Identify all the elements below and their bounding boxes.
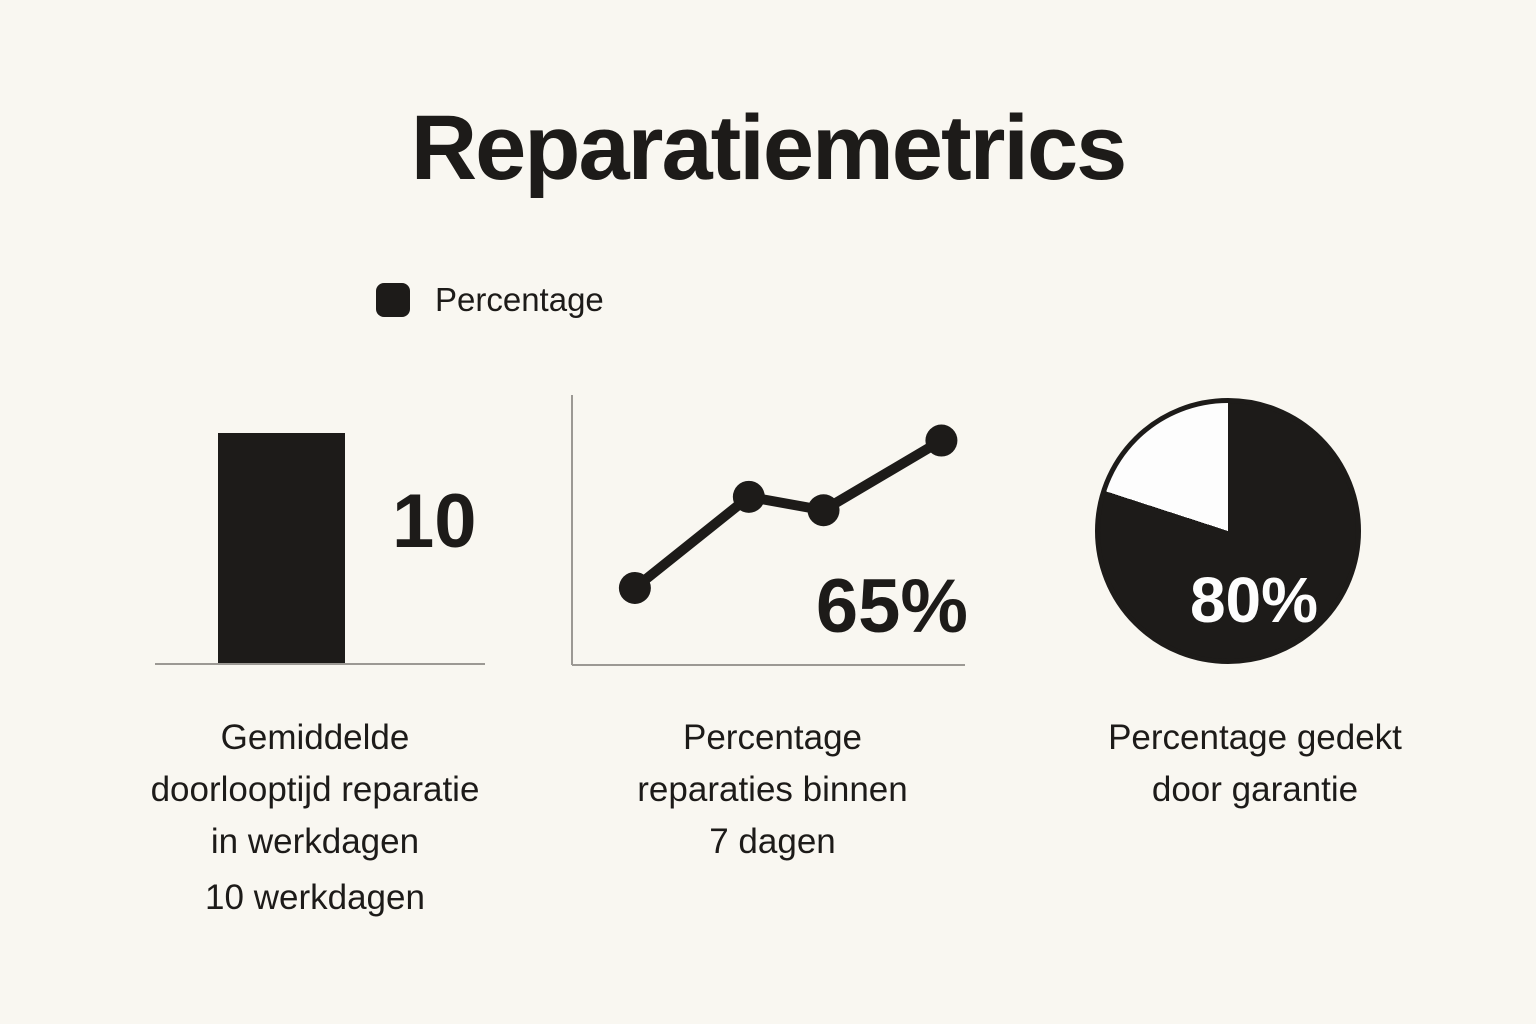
pie-chart-caption: Percentage gedekt door garantie (1108, 718, 1402, 809)
pie-chart-value-label: 80% (1189, 564, 1319, 637)
bar-chart-caption: Gemiddelde doorlooptijd reparatie in wer… (150, 718, 480, 861)
line-chart-caption: Percentage reparaties binnen 7 dagen (637, 718, 908, 861)
pie-chart-circle: 80% (1095, 398, 1361, 664)
line-chart-svg (571, 395, 965, 666)
bar-chart-subtitle: 10 werkdagen (205, 878, 425, 917)
bar-chart-bar (218, 433, 345, 663)
bar-chart-baseline (155, 663, 485, 665)
bar-chart-value-label: 10 (392, 479, 477, 564)
line-chart-value-label: 65% (815, 564, 968, 649)
page-title: Reparatiemetrics (410, 97, 1128, 199)
legend-swatch-icon (376, 283, 410, 317)
legend-label: Percentage (435, 281, 604, 318)
legend: Percentage (376, 281, 604, 319)
